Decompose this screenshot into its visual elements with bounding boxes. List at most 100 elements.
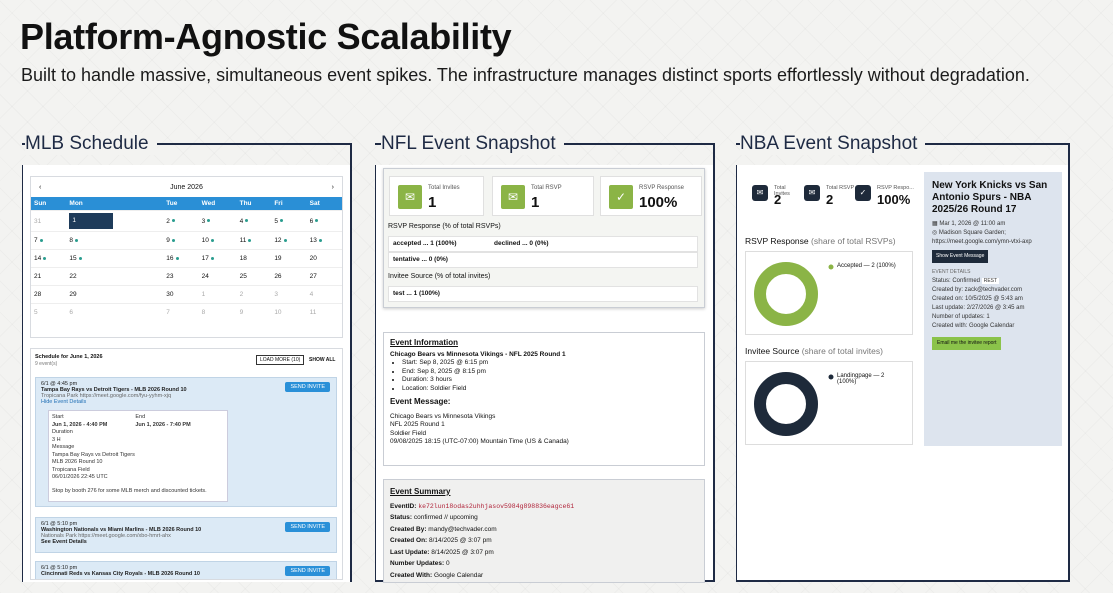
calendar-day[interactable]: 16 <box>163 249 199 268</box>
calendar-month: June 2026 <box>170 183 203 191</box>
status-badge: REST <box>981 278 1000 284</box>
calendar-day[interactable]: 11 <box>236 231 272 250</box>
calendar-day[interactable]: 13 <box>306 231 342 250</box>
calendar-day[interactable]: 29 <box>66 285 164 304</box>
calendar-day[interactable]: 28 <box>31 285 67 304</box>
calendar-day[interactable]: 31 <box>31 210 67 232</box>
email-report-button[interactable]: Email me the invitee report <box>932 337 1002 350</box>
calendar-day[interactable]: 3 <box>271 285 307 304</box>
event-time: 6/1 @ 5:10 pm <box>41 565 78 571</box>
message-line: Chicago Bears vs Minnesota Vikings <box>390 412 496 420</box>
calendar-day[interactable]: 1 <box>198 285 237 304</box>
calendar-day[interactable]: 10 <box>271 303 307 322</box>
nfl-event-info: Event Information Chicago Bears vs Minne… <box>383 332 705 466</box>
page-subtitle: Built to handle massive, simultaneous ev… <box>21 65 1030 85</box>
rsvp-donut-chart <box>754 262 834 326</box>
envelope-open-icon: ✉ <box>501 185 525 209</box>
calendar-day[interactable]: 22 <box>66 267 164 286</box>
day-header: Fri <box>271 197 307 211</box>
calendar-day[interactable]: 5 <box>271 210 307 232</box>
calendar-day[interactable]: 11 <box>306 303 342 322</box>
source-row: test ... 1 (100%) <box>388 286 698 302</box>
event-start: Start: Sep 8, 2025 @ 6:15 pm <box>402 359 698 368</box>
next-month-icon[interactable]: › <box>331 183 334 191</box>
legend-dot-landingpage <box>828 374 834 380</box>
calendar-day[interactable]: 6 <box>306 210 342 232</box>
calendar-day[interactable]: 23 <box>163 267 199 286</box>
calendar-day[interactable]: 8 <box>198 303 237 322</box>
rsvp-row: accepted ... 1 (100%) declined ... 0 (0%… <box>388 236 698 252</box>
calendar-day[interactable]: 9 <box>163 231 199 250</box>
event-end: End: Sep 8, 2025 @ 8:15 pm <box>402 368 698 377</box>
schedule-title: Schedule for June 1, 2026 <box>35 354 103 360</box>
donut-slice-accepted <box>754 262 818 326</box>
prev-month-icon[interactable]: ‹ <box>39 183 42 191</box>
message-line: 09/08/2025 18:15 (UTC-07:00) Mountain Ti… <box>390 438 569 445</box>
list-item[interactable]: 6/1 @ 5:10 pm Cincinnati Reds vs Kansas … <box>35 561 337 579</box>
send-invite-button[interactable]: SEND INVITE <box>285 382 330 392</box>
calendar-day[interactable]: 4 <box>306 285 342 304</box>
calendar-day[interactable]: 12 <box>271 231 307 250</box>
calendar-day[interactable]: 7 <box>31 231 67 250</box>
calendar-day[interactable]: 7 <box>163 303 199 322</box>
calendar-day[interactable]: 10 <box>198 231 237 250</box>
calendar-day[interactable]: 5 <box>31 303 67 322</box>
toggle-details-link[interactable]: See Event Details <box>41 539 87 545</box>
calendar-day[interactable]: 21 <box>31 267 67 286</box>
details-label: EVENT DETAILS <box>932 269 971 275</box>
event-time: 6/1 @ 5:10 pm <box>41 521 78 527</box>
calendar-day[interactable]: 18 <box>236 249 272 268</box>
source-section-title: Invitee Source (% of total invites) <box>388 273 491 280</box>
list-item[interactable]: 6/1 @ 5:10 pm Washington Nationals vs Mi… <box>35 517 337 553</box>
event-duration: Duration: 3 hours <box>402 376 698 385</box>
nfl-event-summary: Event Summary EventID: ke72lun18odas2uhh… <box>383 479 705 583</box>
check-circle-icon: ✓ <box>855 185 871 201</box>
calendar-day[interactable]: 2 <box>236 285 272 304</box>
info-title: Event Information <box>390 338 459 347</box>
number-of-updates: Number of updates: 1 <box>932 314 990 320</box>
calendar-day[interactable]: 6 <box>66 303 164 322</box>
day-header: Mon <box>66 197 164 211</box>
calendar-day[interactable]: 3 <box>198 210 237 232</box>
event-time: 6/1 @ 4:45 pm <box>41 381 78 387</box>
calendar-day[interactable]: 24 <box>198 267 237 286</box>
source-donut-chart <box>754 372 834 436</box>
show-event-message-button[interactable]: Show Event Message <box>932 250 989 263</box>
toggle-details-link[interactable]: Hide Event Details <box>41 399 87 405</box>
calendar-day[interactable]: 14 <box>31 249 67 268</box>
source-donut-card: Landingpage — 2 (100%) <box>745 361 913 445</box>
summary-row: Created With: Google Calendar <box>390 571 484 579</box>
calendar-day[interactable]: 8 <box>66 231 164 250</box>
load-more-button[interactable]: LOAD MORE (10) <box>256 355 305 365</box>
event-link[interactable]: Tropicana Park https://meet.google.com/f… <box>41 393 172 399</box>
calendar-day[interactable]: 17 <box>198 249 237 268</box>
calendar-day[interactable]: 4 <box>236 210 272 232</box>
stat-rsvp-response: ✓ RSVP Respo... 100% <box>855 185 914 207</box>
send-invite-button[interactable]: SEND INVITE <box>285 566 330 576</box>
event-location: Location: Soldier Field <box>402 385 698 394</box>
calendar-day[interactable]: 27 <box>306 267 342 286</box>
created-with: Created with: Google Calendar <box>932 323 1015 329</box>
event-link[interactable]: Nationals Park https://meet.google.com/x… <box>41 533 171 539</box>
event-date: ▦ Mar 1, 2026 @ 11:00 am <box>932 221 1006 227</box>
event-title: Tampa Bay Rays vs Detroit Tigers - MLB 2… <box>41 387 187 393</box>
envelope-open-icon: ✉ <box>804 185 820 201</box>
calendar-grid: Sun Mon Tue Wed Thu Fri Sat 31 1 2 3 4 5 6 7 8… <box>31 197 342 322</box>
calendar-day[interactable]: 15 <box>66 249 164 268</box>
day-header: Sat <box>306 197 342 211</box>
list-item[interactable]: 6/1 @ 4:45 pm Tampa Bay Rays vs Detroit … <box>35 377 337 507</box>
show-all-button[interactable]: SHOW ALL <box>309 357 336 363</box>
calendar-day[interactable]: 20 <box>306 249 342 268</box>
calendar-day[interactable]: 25 <box>236 267 272 286</box>
calendar-day[interactable]: 2 <box>163 210 199 232</box>
status-row: Status: Confirmed REST <box>932 278 1000 284</box>
calendar-day[interactable]: 26 <box>271 267 307 286</box>
calendar-day[interactable]: 19 <box>271 249 307 268</box>
summary-row: Number Updates: 0 <box>390 560 450 567</box>
calendar-day-selected[interactable]: 1 <box>66 210 164 232</box>
donut-slice-landingpage <box>754 372 818 436</box>
send-invite-button[interactable]: SEND INVITE <box>285 522 330 532</box>
calendar-day[interactable]: 30 <box>163 285 199 304</box>
calendar-day[interactable]: 9 <box>236 303 272 322</box>
page-title: Platform-Agnostic Scalability <box>20 16 512 57</box>
